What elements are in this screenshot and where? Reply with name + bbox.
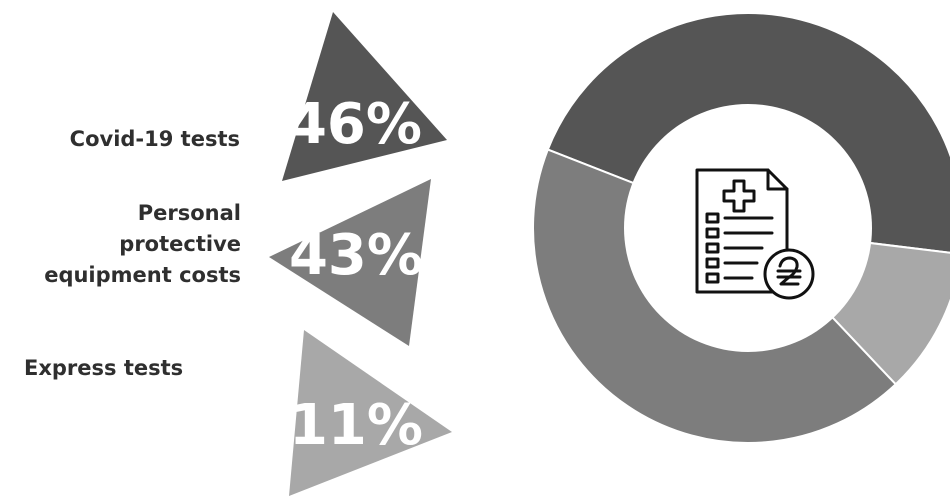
label-personal-protective-equipment: Personal protective equipment costs — [0, 198, 241, 291]
donut-hole — [624, 104, 872, 352]
triangle-personal-protective-equipment — [269, 179, 431, 346]
medical-bill-hryvnia-icon — [695, 168, 815, 300]
label-ppe-line-1: Personal — [137, 201, 241, 225]
triangle-express-tests — [289, 330, 452, 496]
triangle-covid-19-tests — [282, 12, 447, 181]
label-ppe-line-3: equipment costs — [44, 263, 241, 287]
value-label-personal-protective-equipment: 43% — [289, 223, 423, 288]
percentage-triangles: 46% 43% 11% — [269, 12, 452, 496]
value-label-covid-19-tests: 46% — [288, 92, 422, 157]
label-covid-19-tests: Covid-19 tests — [69, 127, 240, 151]
value-label-express-tests: 11% — [289, 393, 423, 458]
label-ppe-line-2: protective — [119, 232, 241, 256]
label-express-tests: Express tests — [24, 356, 184, 380]
